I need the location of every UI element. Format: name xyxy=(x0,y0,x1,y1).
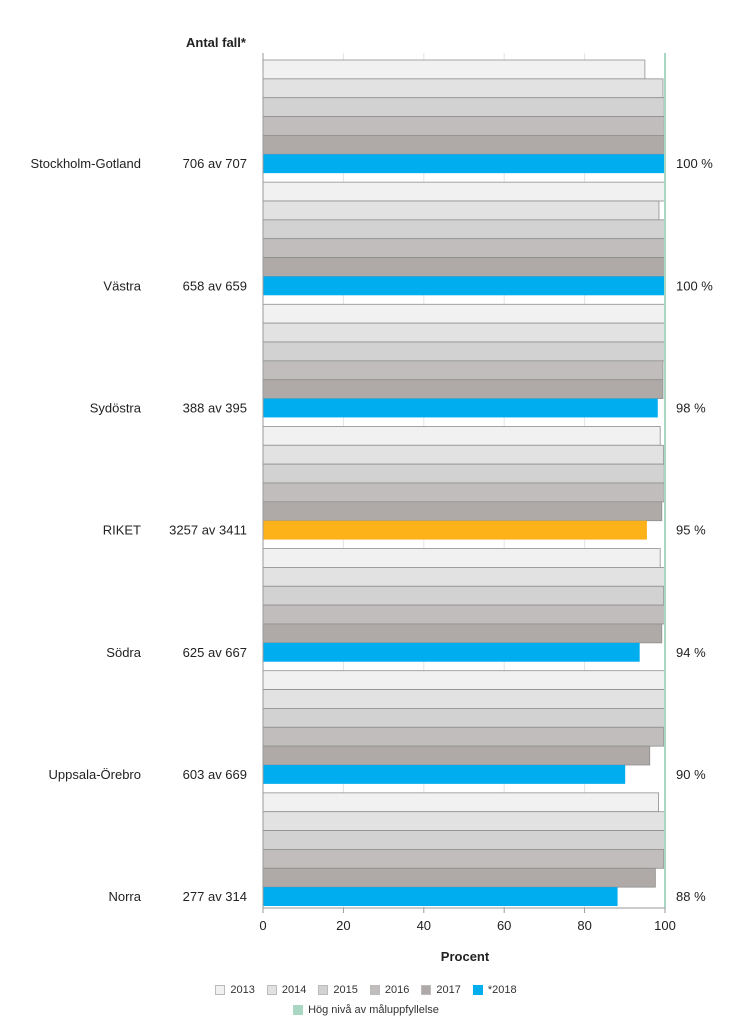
bar-Sydöstra-2015 xyxy=(262,341,666,362)
category-label: Uppsala-Örebro xyxy=(49,767,142,782)
legend-item: 2014 xyxy=(266,984,307,996)
count-label: 658 av 659 xyxy=(183,278,247,293)
bar-Västra-2014 xyxy=(262,200,660,221)
bar-Södra-2016 xyxy=(262,604,666,625)
legend-item-target: Hög nivå av måluppfyllelse xyxy=(293,1004,439,1016)
legend-target: Hög nivå av måluppfyllelse xyxy=(0,1004,732,1016)
x-tick-label: 40 xyxy=(417,918,431,933)
bar-Norra-2013 xyxy=(262,792,659,813)
legend-label: 2014 xyxy=(281,984,307,996)
bar-Stockholm-Gotland-2013 xyxy=(262,59,646,80)
bars-group xyxy=(262,59,666,906)
legend-item: 2013 xyxy=(215,984,255,996)
legend-label-target: Hög nivå av måluppfyllelse xyxy=(308,1004,439,1016)
x-tick-label: 80 xyxy=(577,918,591,933)
bar-Norra-2015 xyxy=(262,830,666,850)
count-label: 706 av 707 xyxy=(183,156,247,171)
bar-Södra-2015 xyxy=(262,585,664,606)
legend-swatch xyxy=(421,985,432,995)
legend-swatch xyxy=(369,985,380,995)
value-label: 100 % xyxy=(676,278,713,293)
legend-swatch xyxy=(472,985,483,995)
bar-Sydöstra-2017 xyxy=(262,379,664,399)
legend-label: 2016 xyxy=(384,984,410,996)
category-label: RIKET xyxy=(103,523,141,538)
bar-Västra-2016 xyxy=(262,238,666,258)
bar-Stockholm-Gotland-2014 xyxy=(262,78,664,99)
count-label: 388 av 395 xyxy=(183,401,247,416)
bar-Sydöstra-2016 xyxy=(262,360,664,381)
labels-group: Stockholm-Gotland 706 av 707 100 % Västra 65… xyxy=(30,156,713,904)
x-tick-label: 100 xyxy=(654,918,676,933)
bar-RIKET-*2018 xyxy=(263,520,647,540)
legend-item: 2016 xyxy=(369,984,410,996)
count-label: 3257 av 3411 xyxy=(169,523,247,538)
category-label: Stockholm-Gotland xyxy=(30,156,141,171)
count-header: Antal fall* xyxy=(186,35,247,50)
x-axis-title: Procent xyxy=(441,949,490,964)
bar-Västra-*2018 xyxy=(263,276,665,296)
legend: 2013 2014 2015 2016 2017 *2018 xyxy=(0,984,732,996)
bar-Uppsala-Örebro-*2018 xyxy=(263,765,626,784)
bar-Uppsala-Örebro-2013 xyxy=(262,670,666,690)
legend-label: *2018 xyxy=(487,984,517,996)
x-axis: 0 20 40 60 80 100 xyxy=(259,53,676,933)
value-label: 88 % xyxy=(676,889,706,904)
bar-Uppsala-Örebro-2015 xyxy=(262,708,666,728)
bar-Stockholm-Gotland-2015 xyxy=(262,97,665,117)
bar-Uppsala-Örebro-2016 xyxy=(262,726,665,747)
value-label: 90 % xyxy=(676,767,706,782)
count-label: 625 av 667 xyxy=(183,645,247,660)
category-label: Västra xyxy=(103,278,141,293)
value-label: 94 % xyxy=(676,645,706,660)
bar-RIKET-2014 xyxy=(262,444,664,465)
category-label: Norra xyxy=(108,889,141,904)
bar-Norra-*2018 xyxy=(263,887,618,906)
value-label: 98 % xyxy=(676,401,706,416)
bar-Västra-2015 xyxy=(262,219,666,240)
bar-Sydöstra-2014 xyxy=(262,322,666,343)
category-label: Södra xyxy=(106,645,141,660)
x-tick-label: 20 xyxy=(336,918,350,933)
bar-Södra-2013 xyxy=(262,548,661,568)
count-label: 603 av 669 xyxy=(183,767,247,782)
legend-label: 2017 xyxy=(436,984,461,996)
bar-Norra-2014 xyxy=(262,811,666,831)
legend-label: 2015 xyxy=(333,984,358,996)
value-label: 95 % xyxy=(676,523,706,538)
legend-label: 2013 xyxy=(230,984,255,996)
bar-RIKET-2016 xyxy=(262,482,665,503)
bar-RIKET-2013 xyxy=(262,426,661,446)
bar-Södra-2014 xyxy=(262,567,666,587)
bar-Sydöstra-*2018 xyxy=(263,398,658,418)
legend-swatch xyxy=(266,985,277,995)
category-label: Sydöstra xyxy=(90,401,142,416)
legend-swatch xyxy=(215,985,226,995)
x-tick-label: 60 xyxy=(497,918,511,933)
bar-Västra-2017 xyxy=(262,257,666,277)
legend-item: 2017 xyxy=(421,984,461,996)
bar-Norra-2017 xyxy=(262,867,656,888)
bar-Norra-2016 xyxy=(262,849,665,869)
legend-item: *2018 xyxy=(472,984,517,996)
x-tick-label: 0 xyxy=(259,918,266,933)
bar-Stockholm-Gotland-*2018 xyxy=(263,154,665,174)
value-label: 100 % xyxy=(676,156,713,171)
bar-RIKET-2017 xyxy=(262,501,663,522)
bar-Uppsala-Örebro-2014 xyxy=(262,689,666,709)
bar-Södra-2017 xyxy=(262,623,663,644)
bar-Södra-*2018 xyxy=(263,642,640,662)
legend-item: 2015 xyxy=(318,984,358,996)
count-label: 277 av 314 xyxy=(183,889,247,904)
legend-swatch xyxy=(318,985,329,995)
bar-Västra-2013 xyxy=(262,181,666,202)
bar-RIKET-2015 xyxy=(262,463,665,484)
legend-swatch-target xyxy=(293,1005,304,1015)
bar-Stockholm-Gotland-2016 xyxy=(262,116,665,136)
bar-Stockholm-Gotland-2017 xyxy=(262,135,665,155)
bar-Sydöstra-2013 xyxy=(262,303,666,324)
bar-Uppsala-Örebro-2017 xyxy=(262,745,651,766)
